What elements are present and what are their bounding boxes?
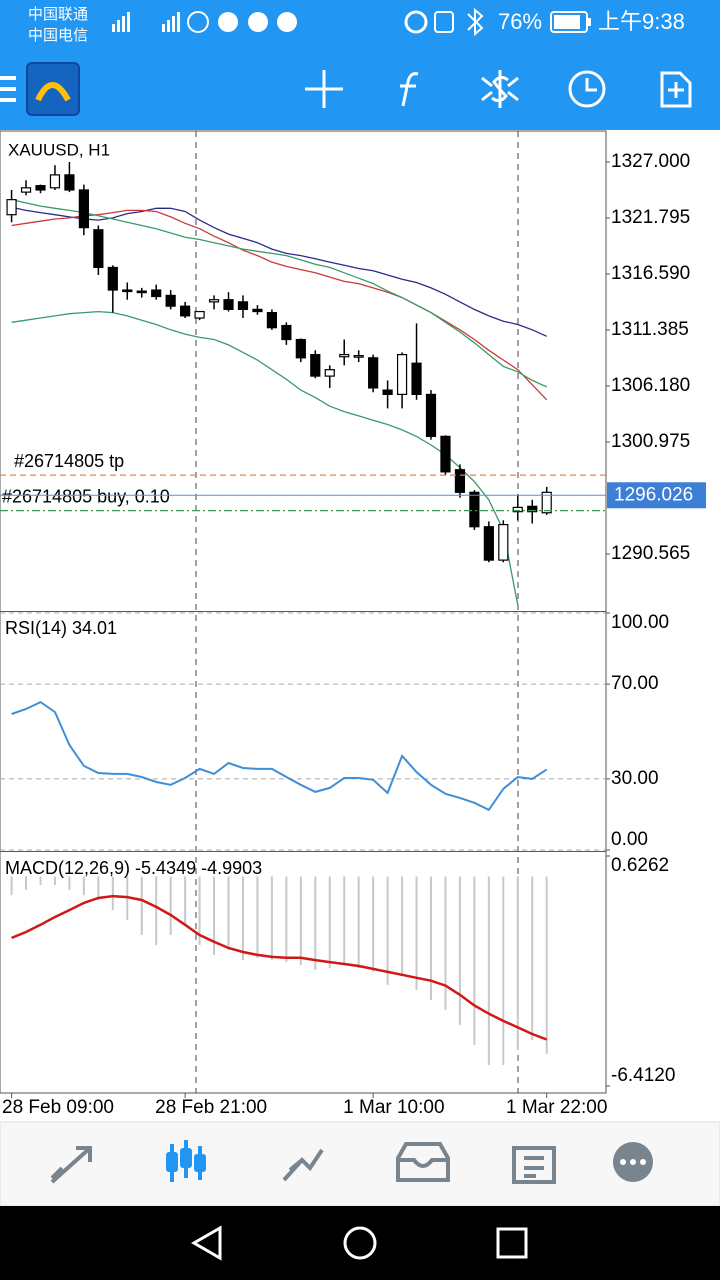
candle-body [382,389,393,396]
home-button[interactable] [343,1226,377,1260]
candle-body [527,505,538,513]
y-tick-label: 70.00 [611,673,659,694]
price-plot [6,161,552,606]
carrier: 中国电信 [28,27,88,44]
trade-tab[interactable] [282,1148,324,1182]
candle-body [454,469,466,493]
indicators-button[interactable] [400,72,419,107]
nav-icons [50,1140,653,1184]
candle-body [194,310,205,319]
candle-body [49,174,61,189]
system-nav [0,1206,720,1280]
toolbar [0,62,692,116]
menu-button[interactable] [0,76,16,102]
back-button[interactable] [190,1225,222,1261]
candle-body [411,362,422,396]
plots: 1327.000 1321.795 1316.590 1311.385 1306.180… [0,151,706,1118]
new-order-button[interactable] [660,71,692,108]
history-tab[interactable] [396,1142,450,1182]
trade-button[interactable] [481,70,519,108]
candle-body [237,301,249,310]
order-label: #26714805 buy, 0.10 [2,486,170,506]
clock-hands [585,78,597,92]
indicator-line [11,198,547,388]
candle-body [469,491,480,528]
candle-body [396,353,408,396]
candle-body [324,369,335,377]
rsi-line [11,700,548,812]
rsi-title: RSI(14) 34.01 [5,618,117,638]
candle-body [64,174,75,191]
candle-body [180,305,191,317]
y-tick-label: 1300.975 [611,431,690,452]
y-tick-label: 0.6262 [611,855,669,876]
candle-body [281,324,292,341]
order-label: #26714805 tp [14,451,124,471]
y-tick-label: 30.00 [611,768,659,789]
chart-symbol: XAUUSD, H1 [8,140,110,159]
carrier: 中国联通 [28,6,88,23]
x-tick-label: 28 Feb 21:00 [155,1097,267,1118]
indicator-line [11,310,519,606]
y-tick-label: 0.00 [611,829,648,850]
candle-body [310,353,321,377]
candle-body [541,491,552,514]
y-tick-label: 1327.000 [611,151,690,172]
bid-label-box [607,482,706,509]
y-tick-label: -6.4120 [611,1065,675,1086]
app-logo[interactable] [26,62,80,116]
quotes-tab[interactable] [50,1146,92,1184]
macd-title: MACD(12,26,9) -5.4349 -4.9903 [5,858,262,878]
news-tab[interactable] [512,1146,556,1184]
candle-body [35,185,46,191]
candle-body [136,290,147,294]
candle-body [252,308,263,313]
candle-body [78,189,89,229]
period-button[interactable] [568,70,606,108]
system-buttons [190,1225,528,1261]
candle-body [483,526,494,561]
battery-level: 76% [498,9,542,34]
candle-body [425,393,437,437]
y-tick-label: 1290.565 [611,543,690,564]
candle-body [223,299,234,310]
x-tick-label: 1 Mar 10:00 [343,1097,444,1118]
candle-body [339,353,350,358]
signal-line [11,894,548,1041]
indicator-line [11,209,548,401]
candle-body [512,506,523,513]
candle-body [165,294,176,307]
candle-body [208,299,220,303]
clock: 上午9:38 [598,9,685,34]
y-tick-label: 1321.795 [611,207,690,228]
candle-body [353,355,364,358]
bottom-nav [0,1121,720,1207]
candle-body [122,289,133,293]
y-tick-label: 1316.590 [611,263,690,284]
y-tick-label: 1311.385 [611,319,689,340]
signal-icons [112,7,591,37]
candle-body [93,229,104,269]
candle-body [368,357,379,389]
candle-body [20,187,32,193]
candle-body [107,266,118,291]
indicator-line [11,206,547,337]
x-tick-label: 28 Feb 09:00 [2,1097,114,1118]
candle-body [440,435,451,473]
candle-body [6,199,17,216]
candle-body [295,338,306,359]
y-tick-label: 100.00 [611,612,669,633]
crosshair-button[interactable] [305,70,343,108]
recents-button[interactable] [496,1227,528,1259]
y-tick-label: 1306.180 [611,375,690,396]
candle-body [266,312,278,329]
logo-mark [35,82,71,102]
x-tick-label: 1 Mar 22:00 [506,1097,607,1118]
candle-body [498,523,509,561]
bid-label: 1296.026 [614,484,693,505]
candle-body [151,289,162,298]
